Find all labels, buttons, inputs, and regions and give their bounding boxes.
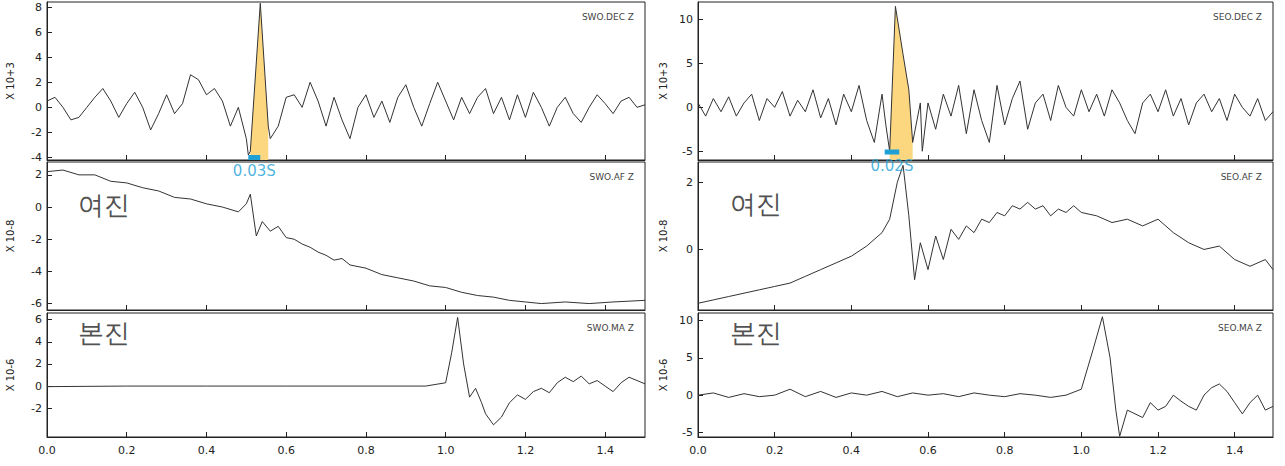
- svg-text:2: 2: [35, 168, 42, 181]
- svg-text:2: 2: [686, 176, 693, 189]
- svg-text:0.6: 0.6: [277, 444, 295, 457]
- svg-text:-6: -6: [31, 297, 42, 310]
- svg-text:2: 2: [35, 76, 42, 89]
- svg-text:10: 10: [679, 314, 693, 327]
- svg-text:SWO.MA Z: SWO.MA Z: [587, 323, 634, 333]
- svg-text:0: 0: [35, 201, 42, 214]
- svg-text:0.2: 0.2: [118, 444, 136, 457]
- svg-text:X 10-6: X 10-6: [5, 359, 16, 392]
- svg-text:0.4: 0.4: [198, 444, 216, 457]
- svg-text:SWO.AF Z: SWO.AF Z: [589, 172, 634, 182]
- svg-text:-4: -4: [31, 265, 42, 278]
- svg-text:X 10-8: X 10-8: [5, 220, 16, 253]
- svg-text:5: 5: [686, 351, 693, 364]
- svg-text:-4: -4: [31, 151, 42, 164]
- svg-text:2: 2: [35, 357, 42, 370]
- svg-text:본진: 본진: [730, 318, 782, 348]
- svg-text:여진: 여진: [730, 189, 782, 219]
- svg-text:-2: -2: [31, 233, 42, 246]
- svg-text:0.8: 0.8: [357, 444, 375, 457]
- svg-text:SEO.AF Z: SEO.AF Z: [1221, 172, 1262, 182]
- svg-text:X 10+3: X 10+3: [658, 62, 669, 100]
- svg-text:X 10-8: X 10-8: [658, 220, 669, 253]
- svg-text:0.6: 0.6: [919, 444, 937, 457]
- svg-text:0.4: 0.4: [843, 444, 861, 457]
- svg-text:0: 0: [686, 389, 693, 402]
- svg-text:1.0: 1.0: [1073, 444, 1091, 457]
- svg-text:SEO.DEC Z: SEO.DEC Z: [1213, 12, 1262, 22]
- svg-text:여진: 여진: [78, 190, 130, 220]
- svg-text:X 10+3: X 10+3: [5, 62, 16, 100]
- svg-text:-2: -2: [31, 402, 42, 415]
- svg-text:-5: -5: [682, 426, 693, 439]
- svg-text:4: 4: [35, 51, 42, 64]
- svg-text:8: 8: [35, 1, 42, 14]
- svg-text:0: 0: [686, 101, 693, 114]
- svg-text:1.2: 1.2: [1149, 444, 1167, 457]
- svg-text:1.4: 1.4: [1226, 444, 1244, 457]
- svg-text:0: 0: [35, 101, 42, 114]
- svg-text:0.2: 0.2: [766, 444, 784, 457]
- svg-text:-2: -2: [31, 126, 42, 139]
- svg-text:0.0: 0.0: [38, 444, 56, 457]
- svg-text:0: 0: [686, 243, 693, 256]
- svg-text:1.2: 1.2: [517, 444, 535, 457]
- svg-text:본진: 본진: [78, 318, 130, 348]
- svg-text:0.03S: 0.03S: [233, 162, 276, 180]
- svg-text:X 10-6: X 10-6: [658, 359, 669, 392]
- svg-text:1.4: 1.4: [596, 444, 614, 457]
- svg-text:6: 6: [35, 313, 42, 326]
- svg-text:1.0: 1.0: [437, 444, 455, 457]
- svg-text:10: 10: [679, 13, 693, 26]
- svg-text:5: 5: [686, 57, 693, 70]
- svg-text:0.0: 0.0: [689, 444, 707, 457]
- svg-text:0.8: 0.8: [996, 444, 1014, 457]
- svg-text:0.02S: 0.02S: [871, 157, 914, 175]
- svg-text:4: 4: [35, 335, 42, 348]
- svg-text:SWO.DEC Z: SWO.DEC Z: [582, 12, 634, 22]
- svg-text:0: 0: [35, 380, 42, 393]
- svg-text:6: 6: [35, 26, 42, 39]
- svg-text:SEO.MA Z: SEO.MA Z: [1218, 323, 1262, 333]
- svg-text:-5: -5: [682, 145, 693, 158]
